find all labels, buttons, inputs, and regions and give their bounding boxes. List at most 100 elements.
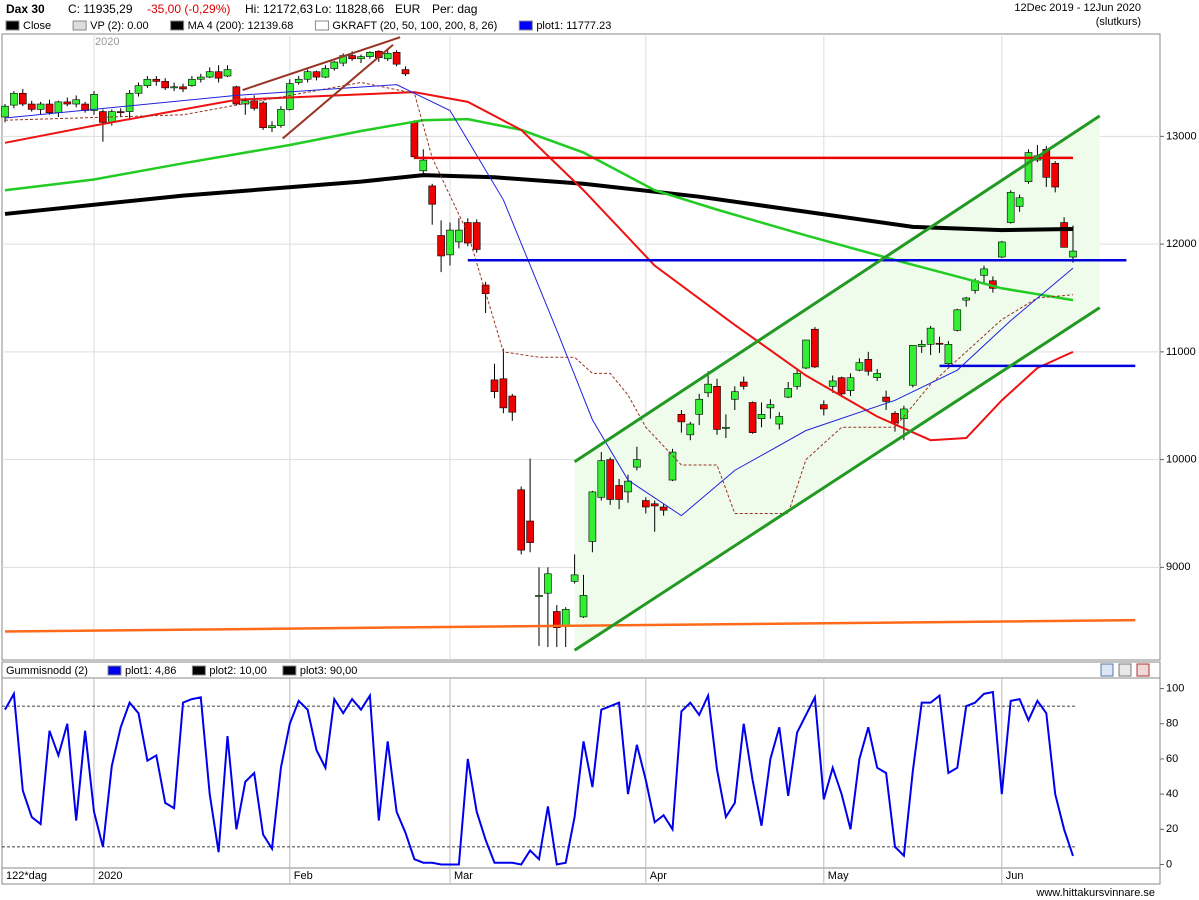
- overlay-line: [4, 173, 1074, 233]
- candle-body: [428, 185, 437, 205]
- candle-body: [90, 94, 98, 111]
- candle-body: [713, 386, 721, 430]
- candle-body: [401, 69, 410, 75]
- candle-body: [143, 78, 152, 87]
- legend-label: plot2: 10,00: [209, 665, 267, 677]
- y-tick-label: 12000: [1166, 238, 1197, 250]
- candle-body: [392, 52, 401, 65]
- candle-body: [659, 506, 668, 511]
- y-tick-label: 10000: [1166, 454, 1197, 466]
- candle-body: [722, 426, 730, 429]
- candle-body: [953, 309, 962, 331]
- y-tick-label: 20: [1166, 823, 1178, 835]
- candle-body: [455, 229, 463, 243]
- candle-body: [695, 398, 704, 415]
- candle-body: [1006, 192, 1015, 223]
- legend-swatch: [282, 665, 297, 676]
- candle-body: [1, 105, 9, 118]
- candle-body: [784, 388, 793, 398]
- y-tick-label: 9000: [1166, 561, 1190, 573]
- candle-body: [277, 109, 285, 126]
- candle-body: [730, 391, 739, 400]
- x-tick-label: Mar: [454, 870, 473, 882]
- candle-body: [303, 71, 312, 80]
- legend-label: MA 4 (200): 12139.68: [188, 20, 294, 32]
- candle-body: [793, 373, 801, 387]
- candle-body: [188, 78, 196, 87]
- y-tick-label: 100: [1166, 682, 1184, 694]
- candle-body: [579, 595, 588, 618]
- legend-swatch: [191, 665, 206, 676]
- candle-body: [437, 235, 445, 257]
- candle-body: [588, 491, 597, 542]
- candle-body: [997, 241, 1006, 258]
- x-tick-label: Apr: [650, 870, 667, 882]
- candle-body: [170, 86, 178, 89]
- y-tick-label: 11000: [1166, 346, 1196, 358]
- date-range: 12Dec 2019 - 12Jun 2020: [1014, 2, 1141, 14]
- candle-body: [615, 485, 623, 500]
- candle-body: [152, 78, 161, 82]
- candle-body: [63, 101, 72, 105]
- candle-body: [463, 222, 472, 244]
- candle-body: [766, 404, 775, 409]
- candle-body: [134, 85, 143, 94]
- candle-body: [1051, 162, 1059, 188]
- y-tick-label: 40: [1166, 788, 1178, 800]
- legend-swatch: [72, 20, 87, 31]
- y-tick-label: 13000: [1166, 130, 1197, 142]
- close-button[interactable]: [1136, 663, 1150, 677]
- legend-swatch: [170, 20, 185, 31]
- candle-body: [223, 69, 232, 77]
- legend-swatch: [5, 20, 20, 31]
- candle-body: [508, 395, 517, 413]
- candle-body: [837, 377, 846, 395]
- candle-body: [606, 459, 615, 500]
- x-axis-band: [1, 867, 1161, 885]
- candle-body: [348, 55, 356, 60]
- candle-body: [27, 103, 36, 110]
- candle-body: [944, 344, 953, 365]
- icon-button[interactable]: [1100, 663, 1114, 677]
- high: Hi: 12172,63: [245, 2, 314, 16]
- overlay-line: [573, 114, 1101, 464]
- candle-body: [873, 373, 882, 379]
- candle-body: [597, 460, 606, 498]
- overlay-line: [573, 306, 1101, 652]
- candle-body: [962, 297, 971, 301]
- candle-body: [641, 500, 650, 508]
- candle-body: [179, 86, 187, 90]
- candle-body: [561, 609, 570, 627]
- candle-body: [570, 574, 579, 582]
- candle-body: [10, 92, 18, 106]
- candle-body: [18, 92, 27, 105]
- candle-body: [383, 53, 392, 60]
- candle-body: [366, 52, 374, 57]
- candle-body: [36, 103, 45, 110]
- candle-body: [624, 480, 632, 493]
- candle-body: [1024, 152, 1033, 182]
- note: (slutkurs): [1095, 16, 1141, 28]
- candle-body: [811, 328, 819, 368]
- candle-body: [357, 56, 365, 60]
- candle-body: [259, 102, 267, 129]
- candle-body: [650, 503, 659, 507]
- candle-body: [54, 101, 63, 113]
- candle-body: [828, 380, 837, 387]
- y-tick-label: 80: [1166, 718, 1178, 730]
- symbol: Dax 30: [6, 2, 45, 16]
- candle-body: [677, 414, 686, 423]
- currency: EUR: [395, 2, 421, 16]
- period: Per: dag: [432, 2, 478, 16]
- candle-body: [250, 100, 258, 109]
- candle-body: [748, 402, 757, 433]
- candle-body: [535, 595, 543, 597]
- x-tick-label: 2020: [98, 870, 122, 882]
- watermark: www.hittakursvinnare.se: [1035, 887, 1155, 899]
- candle-body: [908, 345, 917, 386]
- candle-body: [499, 378, 508, 409]
- icon-button[interactable]: [1118, 663, 1132, 677]
- candle-body: [1015, 197, 1024, 207]
